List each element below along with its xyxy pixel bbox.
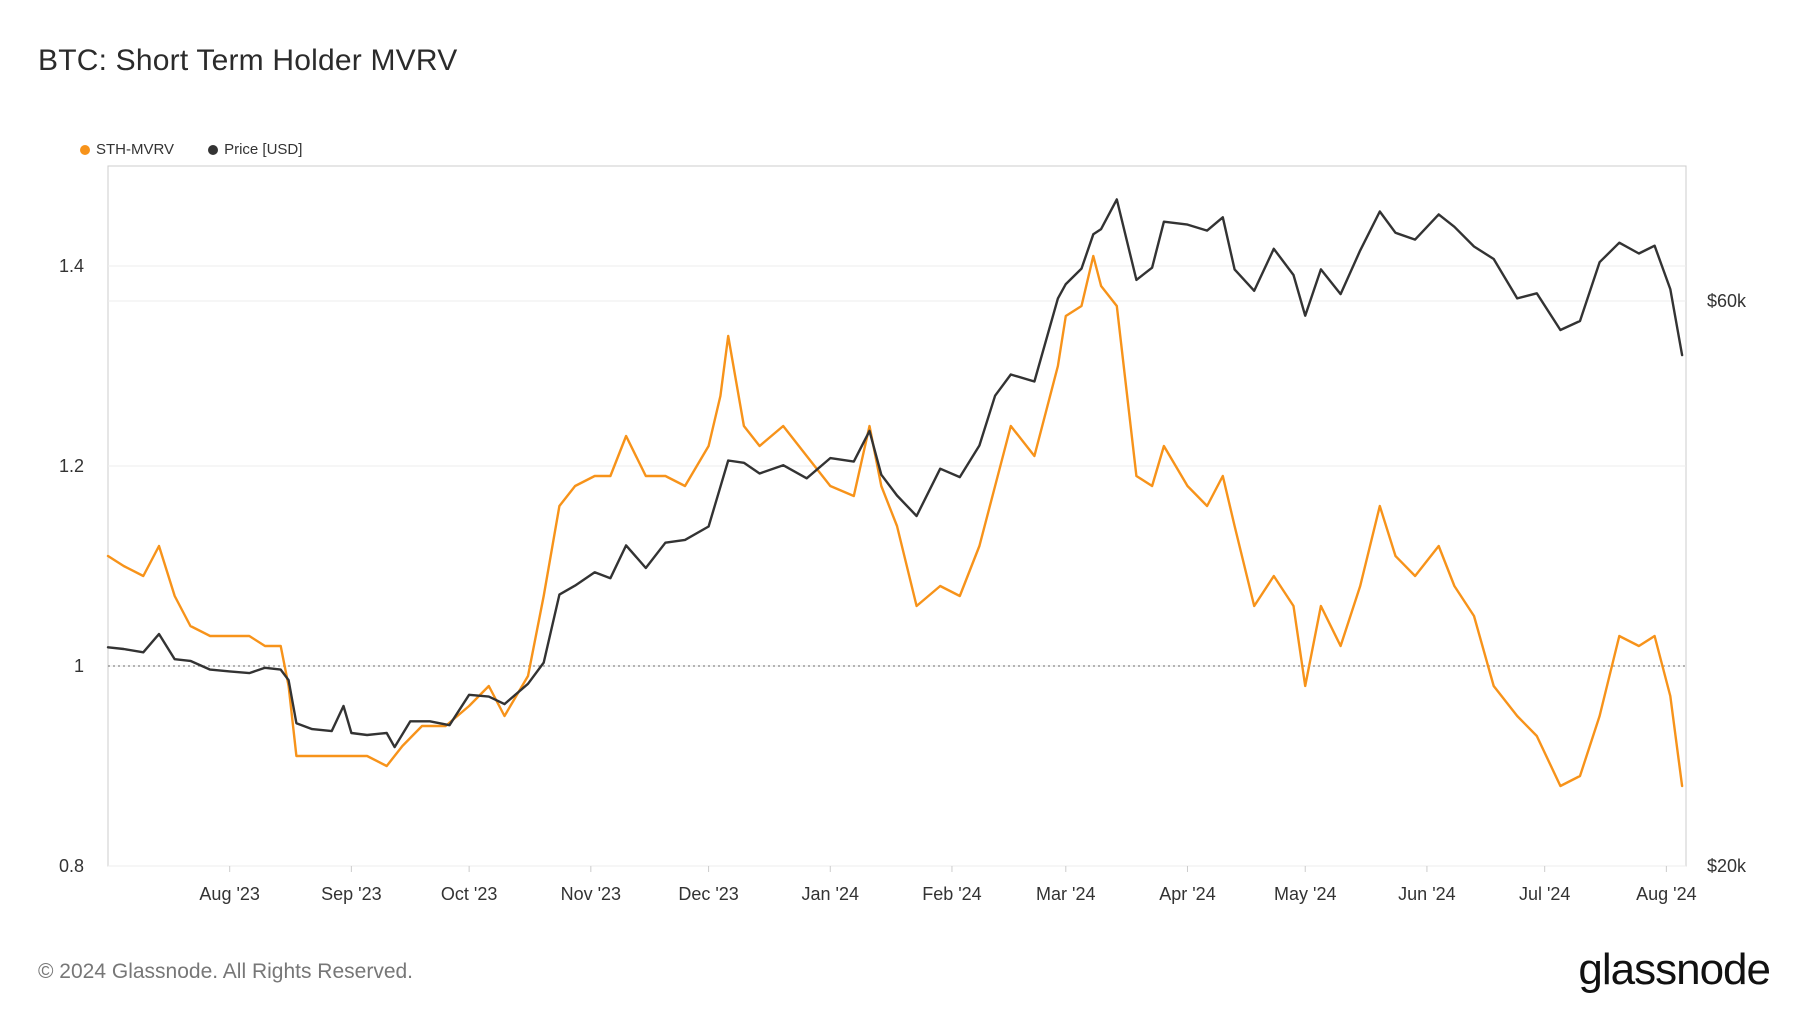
x-tick-label: Feb '24 (922, 884, 981, 904)
legend-label-sth-mvrv: STH-MVRV (96, 141, 175, 158)
legend-label-price: Price [USD] (224, 141, 303, 158)
x-tick-label: Apr '24 (1159, 884, 1215, 904)
legend-dot-price (208, 144, 219, 155)
y-left-tick-label: 1.4 (59, 256, 84, 276)
x-tick-label: Jul '24 (1519, 884, 1570, 904)
x-tick-label: Dec '23 (678, 884, 738, 904)
glassnode-logo: glassnode (1578, 945, 1771, 994)
x-tick-label: Jan '24 (802, 884, 859, 904)
x-tick-label: Nov '23 (561, 884, 621, 904)
series-line-sth-mvrv (106, 254, 1684, 788)
legend-item-sth-mvrv[interactable]: STH-MVRV (80, 141, 174, 158)
x-tick-label: Jun '24 (1398, 884, 1455, 904)
x-tick-label: Oct '23 (441, 884, 497, 904)
series-line-price (106, 198, 1684, 749)
chart-legend: STH-MVRV Price [USD] (80, 141, 302, 158)
x-tick-label: May '24 (1274, 884, 1336, 904)
y-right-tick-label: $60k (1707, 291, 1747, 311)
copyright-footer: © 2024 Glassnode. All Rights Reserved. (38, 960, 414, 983)
x-tick-label: Sep '23 (321, 884, 382, 904)
x-tick-label: Aug '23 (199, 884, 260, 904)
plot-frame (107, 165, 1687, 867)
y-left-tick-label: 1 (74, 656, 84, 676)
legend-item-price[interactable]: Price [USD] (208, 141, 302, 158)
x-tick-label: Aug '24 (1636, 884, 1697, 904)
y-left-tick-label: 0.8 (59, 856, 84, 876)
legend-dot-sth-mvrv (80, 144, 90, 155)
chart-title: BTC: Short Term Holder MVRV (38, 44, 458, 77)
y-left-tick-label: 1.2 (59, 456, 84, 476)
y-right-tick-label: $20k (1707, 856, 1747, 876)
x-tick-label: Mar '24 (1036, 884, 1095, 904)
